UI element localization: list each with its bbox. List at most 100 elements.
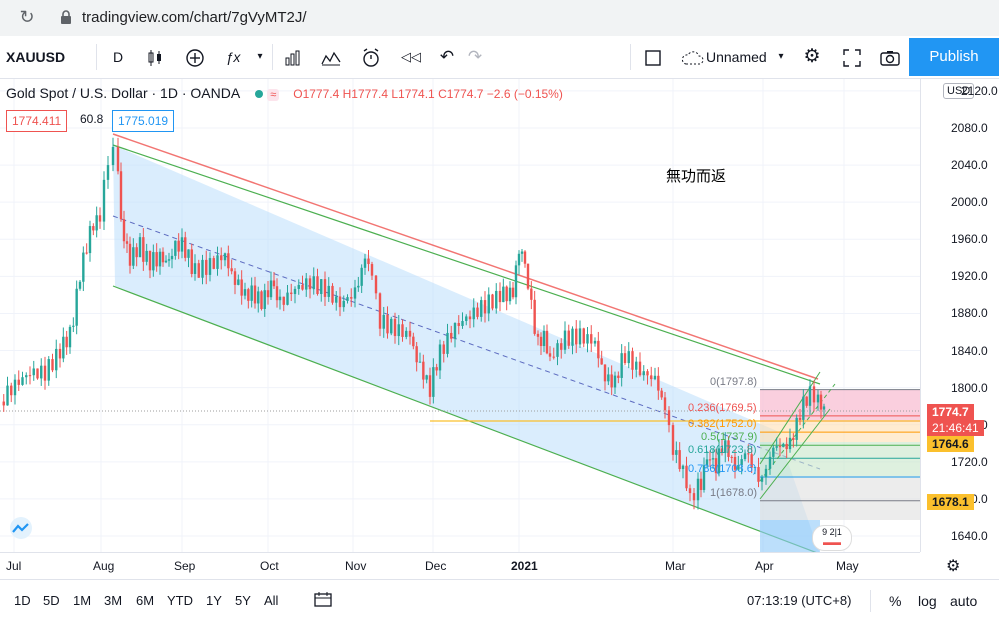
candle-body [737,465,740,470]
axis-settings-icon[interactable]: ⚙ [946,558,961,575]
channel-lower-line[interactable] [112,285,820,552]
candle-body [316,276,319,295]
candle-body [631,351,634,370]
candles-icon[interactable] [140,36,170,78]
ohlc-values: O1777.4 H1777.4 L1774.1 C1774.7 −2.6 (−0… [293,87,563,101]
reload-icon[interactable]: ↻ [19,7,35,27]
channel-mid-line[interactable] [112,215,821,470]
compare-icon[interactable] [180,36,210,78]
range-button-1d[interactable]: 1D [14,593,31,608]
expand-icon[interactable] [838,36,866,78]
candle-body [678,450,681,470]
candle-body [10,385,13,396]
symbol-title[interactable]: Gold Spot / U.S. Dollar · 1D · OANDA [6,85,240,101]
publish-button[interactable]: Publish [909,38,999,76]
rising-channel-lower[interactable] [759,408,831,500]
symbol-search-button[interactable]: XAUUSD [6,49,66,65]
undo-icon[interactable]: ↶ [439,47,455,66]
gear-icon[interactable]: ⚙ [803,46,821,67]
date-range-icon[interactable] [314,591,332,611]
candle-body [582,328,585,344]
candle-body [795,417,798,440]
range-button-1y[interactable]: 1Y [206,593,222,608]
chevron-down-icon[interactable]: ▾ [257,51,263,62]
range-button-1m[interactable]: 1M [73,593,92,608]
candle-body [571,328,574,346]
channel-upper-line[interactable] [112,144,821,385]
timezone-clock[interactable]: 07:13:19 (UTC+8) [747,593,852,608]
price-axis[interactable]: USD 2120.0 2080.0 2040.0 2000.0 1960.0 1920.0… [920,79,999,552]
candle-body [335,296,338,303]
price-tick-label: 1640.0 [951,529,988,543]
range-button-5y[interactable]: 5Y [235,593,251,608]
candle-body [128,243,132,266]
chart-toolbar: XAUUSD D ƒx ▾ ◁◁ ↶ ↷ Unnamed ▾ ⚙ [0,36,999,79]
bottom-toolbar: 1D 5D 1M 3M 6M YTD 1Y 5Y All 07:13:19 (UTC+8) % … [0,579,999,624]
range-button-ytd[interactable]: YTD [167,593,193,608]
time-tick-label: 2021 [511,559,538,573]
templates-icon[interactable] [318,36,344,78]
candle-body [681,465,685,470]
chart-canvas[interactable]: 0(1797.8) 0.236(1769.5) 0.382(1752.0) 0.5(1… [0,79,920,552]
candle-body [685,465,688,489]
candle-body [208,258,212,275]
sell-price-button[interactable]: 1774.411 [6,110,68,132]
toolbar-divider [630,44,631,70]
time-axis[interactable]: Jul Aug Sep Oct Nov Dec 2021 Mar Apr May [0,552,920,579]
candle-body [201,259,204,278]
price-chart[interactable] [0,79,920,552]
chevron-down-icon[interactable]: ▾ [778,51,784,62]
financials-icon[interactable] [280,36,306,78]
layout-name-button[interactable]: Unnamed [706,49,767,65]
candle-body [533,299,536,334]
candle-body [187,249,190,258]
range-button-3m[interactable]: 3M [104,593,123,608]
range-button-6m[interactable]: 6M [136,593,155,608]
candle-body [43,365,47,381]
candle-body [567,330,570,346]
fullscreen-layout-icon[interactable] [640,36,666,78]
candle-body [216,255,219,269]
candle-body [623,353,627,364]
range-button-5d[interactable]: 5D [43,593,60,608]
candle-body [805,396,808,406]
candle-body [323,279,327,297]
candle-body [148,250,152,271]
candle-body [58,348,62,359]
candle-body [164,260,168,263]
indicators-icon[interactable]: ƒx [225,49,241,65]
percent-scale-toggle[interactable]: % [889,593,902,609]
candle-body [135,247,138,258]
camera-icon[interactable] [876,36,904,78]
candle-body [32,368,35,376]
candle-body [620,353,623,378]
candle-body [743,453,747,460]
candle-body [545,330,549,354]
price-tick-label: 1800.0 [951,380,988,395]
candle-body [425,375,428,380]
candle-body [75,288,78,326]
chart-annotation-text[interactable]: 無功而返 [666,168,727,185]
cloud-icon[interactable] [678,36,706,78]
data-problem-icon[interactable]: ≈ [267,89,280,101]
candle-body [21,377,24,385]
alert-icon[interactable] [358,36,384,78]
auto-scale-toggle[interactable]: auto [950,593,978,609]
candle-body [778,446,782,448]
candle-body [422,361,425,380]
interval-button[interactable]: D [112,49,124,65]
candle-body [386,314,389,334]
candle-body [816,394,820,403]
news-flag-icon[interactable]: 9 2|1 ▬▬ [812,525,852,551]
address-input[interactable]: tradingview.com/chart/7gVyMT2J/ [82,9,307,26]
candle-body [617,375,620,378]
replay-icon[interactable]: ◁◁ [401,49,421,64]
range-button-all[interactable]: All [264,593,279,608]
currency-label[interactable]: USD [943,83,975,99]
candle-body [158,251,162,267]
candle-body [724,440,727,453]
redo-icon[interactable]: ↷ [467,47,483,66]
resistance-trend-line[interactable] [112,133,819,380]
buy-price-button[interactable]: 1775.019 [112,110,175,132]
log-scale-toggle[interactable]: log [918,593,937,609]
